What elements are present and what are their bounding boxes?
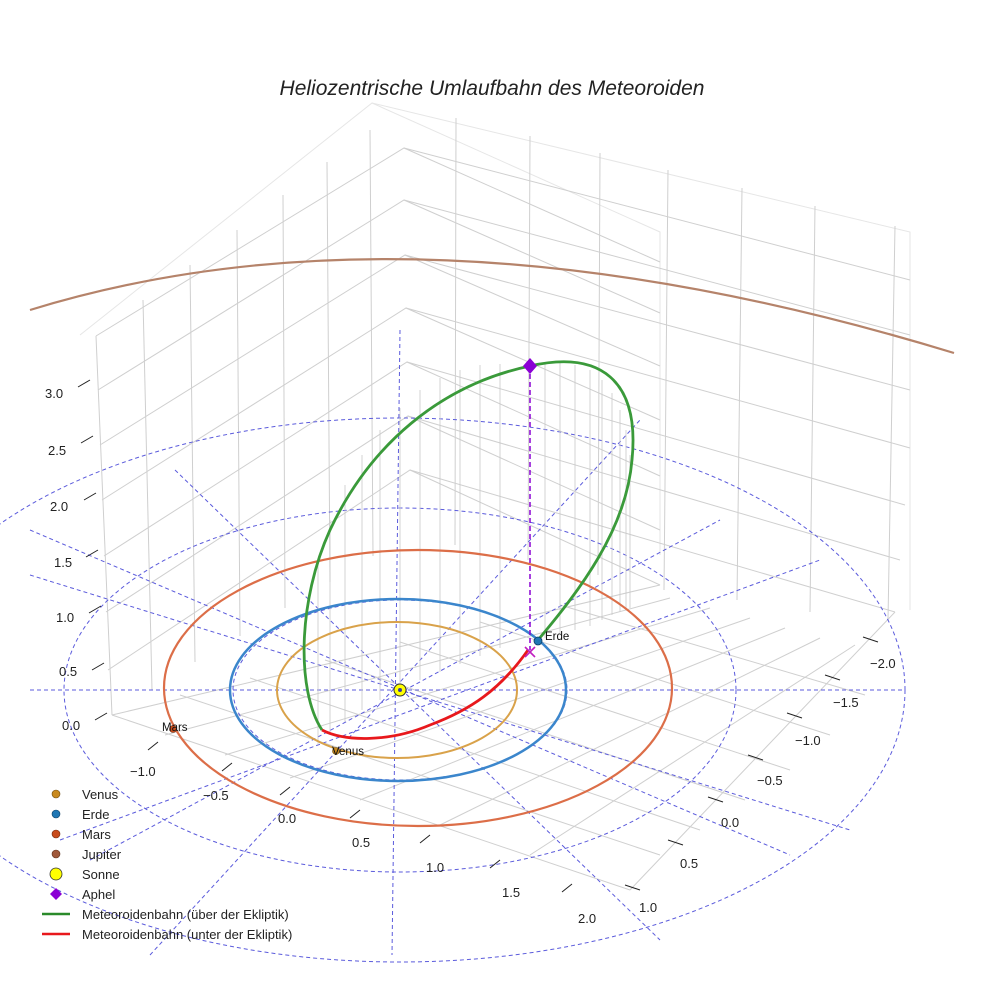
svg-text:−1.0: −1.0 [795,733,821,748]
jupiter-dot-icon [51,849,61,859]
svg-text:Meteoroidenbahn (über der Ekli: Meteoroidenbahn (über der Ekliptik) [82,907,289,922]
x-axis: −1.0 −0.5 0.0 0.5 1.0 1.5 2.0 [130,741,596,926]
mars-orbit [162,548,674,828]
svg-text:0.0: 0.0 [62,718,80,733]
venus-label: Venus [332,746,364,758]
venus-orbit [276,621,518,759]
svg-text:−0.5: −0.5 [757,773,783,788]
svg-text:2.0: 2.0 [578,911,596,926]
aphel-diamond-icon [50,888,62,900]
svg-text:−1.0: −1.0 [130,764,156,779]
svg-text:Meteoroidenbahn (unter der Ekl: Meteoroidenbahn (unter der Ekliptik) [82,927,292,942]
mars-marker [169,725,177,733]
earth-label: Erde [545,631,569,643]
svg-text:1.5: 1.5 [54,555,72,570]
svg-text:0.5: 0.5 [352,835,370,850]
svg-text:−2.0: −2.0 [870,656,896,671]
legend-item-aphel: Aphel [50,887,115,902]
svg-text:−0.5: −0.5 [203,788,229,803]
earth-dot-icon [51,809,61,819]
earth-orbit [228,597,568,783]
venus-marker [332,747,340,755]
svg-text:2.0: 2.0 [50,499,68,514]
venus-dot-icon [51,789,61,799]
legend: Venus Erde Mars Jupiter Sonne Aphel Mete… [42,787,292,942]
svg-text:2.5: 2.5 [48,443,66,458]
z-axis: 3.0 2.5 2.0 1.5 1.0 0.5 0.0 [45,379,108,733]
ecliptic-reference-grid [0,329,906,963]
mars-label: Mars [162,722,188,734]
legend-item-mars: Mars [51,827,111,842]
svg-text:Venus: Venus [82,787,119,802]
svg-text:0.0: 0.0 [278,811,296,826]
svg-text:0.5: 0.5 [59,664,77,679]
legend-item-sun: Sonne [49,867,120,882]
legend-item-earth: Erde [51,807,109,822]
svg-text:0.0: 0.0 [721,815,739,830]
meteoroid-orbit-below-ecliptic [321,649,530,740]
meteoroid-orbit-above-ecliptic [302,360,635,731]
sun-dot-icon [49,867,63,881]
svg-text:0.5: 0.5 [680,856,698,871]
back-pane-grid [79,102,911,891]
svg-text:Jupiter: Jupiter [82,847,122,862]
svg-text:1.0: 1.0 [56,610,74,625]
legend-item-meteoroid-above: Meteoroidenbahn (über der Ekliptik) [42,907,289,922]
legend-item-jupiter: Jupiter [51,847,122,862]
earth-marker [533,636,543,646]
svg-text:Erde: Erde [82,807,109,822]
svg-text:Mars: Mars [82,827,111,842]
svg-text:1.0: 1.0 [639,900,657,915]
chart-title: Heliozentrische Umlaufbahn des Meteoroid… [280,77,705,100]
svg-text:Sonne: Sonne [82,867,120,882]
legend-item-meteoroid-below: Meteoroidenbahn (unter der Ekliptik) [42,927,292,942]
mars-dot-icon [51,829,61,839]
svg-text:−1.5: −1.5 [833,695,859,710]
sun-marker [393,683,407,697]
svg-text:3.0: 3.0 [45,386,63,401]
y-axis: 1.0 0.5 0.0 −0.5 −1.0 −1.5 −2.0 [624,636,896,915]
svg-text:1.0: 1.0 [426,860,444,875]
svg-text:Aphel: Aphel [82,887,115,902]
aphel-marker [523,358,537,374]
jupiter-orbit [29,258,955,355]
projection-stems [317,362,631,745]
aphel-ground-cross [524,646,536,658]
legend-item-venus: Venus [51,787,119,802]
svg-text:1.5: 1.5 [502,885,520,900]
